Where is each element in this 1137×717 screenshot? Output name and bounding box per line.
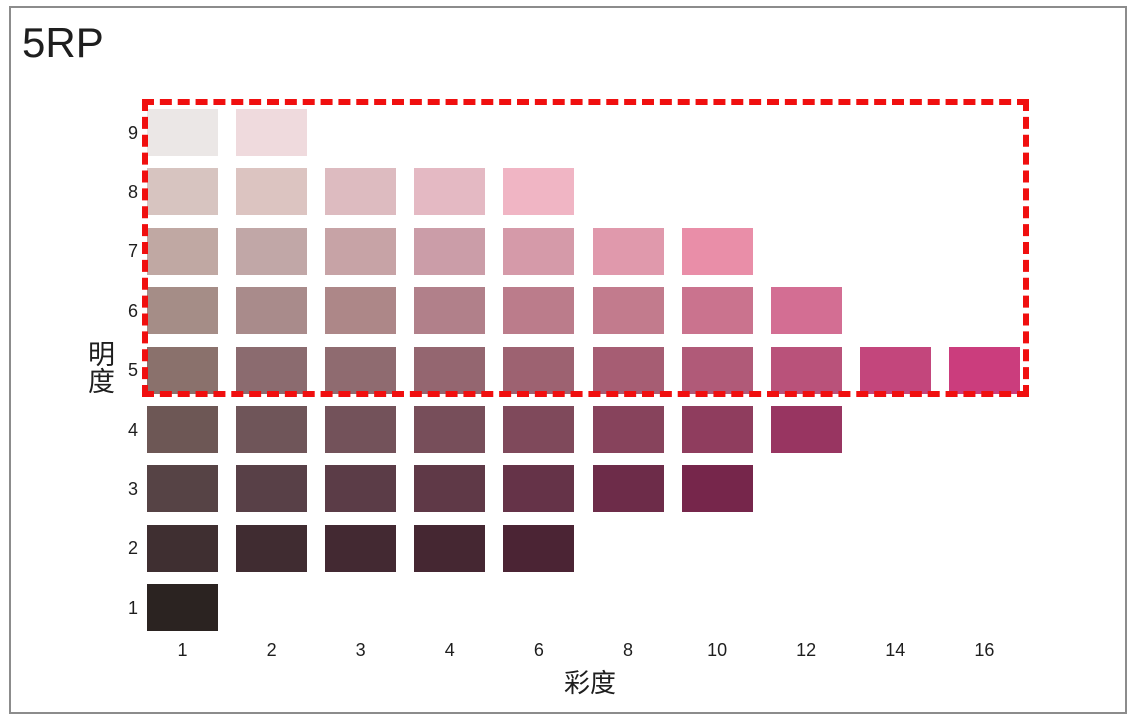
- color-chip-value-9-chroma-1: [147, 109, 218, 156]
- color-chip-value-5-chroma-12: [771, 347, 842, 394]
- color-chip-value-2-chroma-6: [503, 525, 574, 572]
- color-chip-value-6-chroma-10: [682, 287, 753, 334]
- y-tick-3: 3: [127, 478, 138, 499]
- color-chip-value-5-chroma-1: [147, 347, 218, 394]
- y-axis-label: 明度: [83, 340, 114, 394]
- color-chip-value-6-chroma-2: [236, 287, 307, 334]
- y-tick-1: 1: [127, 597, 138, 618]
- color-chip-value-7-chroma-2: [236, 228, 307, 275]
- x-tick-2: 2: [266, 640, 277, 660]
- color-chip-value-4-chroma-3: [325, 406, 396, 453]
- x-tick-4: 4: [444, 640, 455, 660]
- color-chip-value-3-chroma-4: [414, 465, 485, 512]
- color-chip-value-3-chroma-3: [325, 465, 396, 512]
- color-chip-value-5-chroma-3: [325, 347, 396, 394]
- color-chip-value-5-chroma-10: [682, 347, 753, 394]
- color-chip-value-2-chroma-3: [325, 525, 396, 572]
- x-tick-6: 6: [533, 640, 544, 660]
- color-chip-value-6-chroma-1: [147, 287, 218, 334]
- color-chip-value-7-chroma-8: [593, 228, 664, 275]
- color-chip-value-6-chroma-12: [771, 287, 842, 334]
- y-tick-5: 5: [127, 360, 138, 381]
- y-tick-7: 7: [127, 241, 138, 262]
- x-tick-10: 10: [707, 640, 728, 660]
- y-tick-8: 8: [127, 181, 138, 202]
- color-chip-value-8-chroma-2: [236, 168, 307, 215]
- color-chip-value-6-chroma-3: [325, 287, 396, 334]
- color-chip-value-3-chroma-1: [147, 465, 218, 512]
- x-tick-1: 1: [177, 640, 188, 660]
- color-chip-value-4-chroma-12: [771, 406, 842, 453]
- color-chip-value-3-chroma-6: [503, 465, 574, 512]
- color-chip-value-1-chroma-1: [147, 584, 218, 631]
- color-chip-value-3-chroma-8: [593, 465, 664, 512]
- color-chip-value-4-chroma-8: [593, 406, 664, 453]
- y-tick-4: 4: [127, 419, 138, 440]
- y-tick-6: 6: [127, 300, 138, 321]
- color-chip-value-7-chroma-1: [147, 228, 218, 275]
- color-chip-value-7-chroma-3: [325, 228, 396, 275]
- color-chip-value-4-chroma-6: [503, 406, 574, 453]
- color-chip-value-4-chroma-2: [236, 406, 307, 453]
- color-chip-value-5-chroma-6: [503, 347, 574, 394]
- x-tick-8: 8: [622, 640, 633, 660]
- color-chip-value-3-chroma-2: [236, 465, 307, 512]
- x-tick-12: 12: [796, 640, 817, 660]
- hue-title: 5RP: [22, 19, 104, 66]
- color-chip-value-8-chroma-3: [325, 168, 396, 215]
- color-chip-value-8-chroma-6: [503, 168, 574, 215]
- x-tick-16: 16: [974, 640, 995, 660]
- color-chip-value-5-chroma-2: [236, 347, 307, 394]
- color-chip-value-5-chroma-8: [593, 347, 664, 394]
- color-chip-value-7-chroma-6: [503, 228, 574, 275]
- color-chip-value-6-chroma-6: [503, 287, 574, 334]
- color-chip-value-3-chroma-10: [682, 465, 753, 512]
- color-chip-value-4-chroma-4: [414, 406, 485, 453]
- color-chip-value-5-chroma-16: [949, 347, 1020, 394]
- highlight-dashed-frame: [142, 99, 1029, 397]
- x-tick-14: 14: [885, 640, 906, 660]
- x-tick-3: 3: [355, 640, 366, 660]
- color-chip-value-4-chroma-1: [147, 406, 218, 453]
- color-chip-value-9-chroma-2: [236, 109, 307, 156]
- color-chip-value-8-chroma-4: [414, 168, 485, 215]
- x-axis-label: 彩度: [563, 669, 616, 699]
- color-chip-value-5-chroma-4: [414, 347, 485, 394]
- color-chip-value-7-chroma-10: [682, 228, 753, 275]
- y-tick-9: 9: [127, 122, 138, 143]
- color-chip-value-6-chroma-8: [593, 287, 664, 334]
- y-tick-2: 2: [127, 538, 138, 559]
- color-chip-value-2-chroma-4: [414, 525, 485, 572]
- color-chip-value-2-chroma-1: [147, 525, 218, 572]
- color-chip-value-5-chroma-14: [860, 347, 931, 394]
- color-chip-value-4-chroma-10: [682, 406, 753, 453]
- color-chip-value-2-chroma-2: [236, 525, 307, 572]
- color-chip-value-7-chroma-4: [414, 228, 485, 275]
- color-chip-value-8-chroma-1: [147, 168, 218, 215]
- color-chip-value-6-chroma-4: [414, 287, 485, 334]
